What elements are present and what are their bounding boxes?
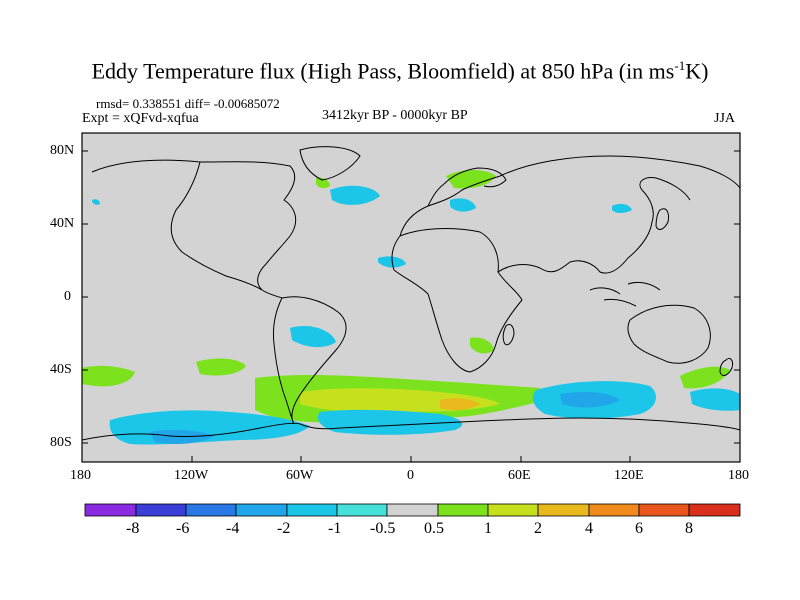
patch-blue-south-indian <box>560 392 620 408</box>
patch-cyan-west <box>92 199 100 205</box>
colorbar-label: -0.5 <box>370 520 396 537</box>
colorbar-label: 0.5 <box>424 520 444 537</box>
colorbar-label: -6 <box>176 520 190 537</box>
patch-green-south-pacific-west <box>82 365 135 387</box>
patch-cyan-tasman <box>690 388 740 411</box>
coast-south-america <box>273 296 347 425</box>
patch-cyan-south-pacific-mid <box>290 325 336 348</box>
lon-tick-60e: 60E <box>508 468 531 483</box>
colorbar-box-2 <box>135 503 187 517</box>
colorbar-label: 2 <box>534 520 542 537</box>
lon-tick-180e: 180 <box>728 468 749 483</box>
colorbar-box-12 <box>638 503 690 517</box>
colorbar-box-11 <box>588 503 640 517</box>
lon-tick-60w: 60W <box>286 468 314 483</box>
coast-australia <box>627 304 711 364</box>
rmsd-diff-label: rmsd= 0.338551 diff= -0.00685072 <box>96 96 280 111</box>
patch-green-south-pacific <box>196 358 246 376</box>
coast-indonesia <box>589 281 661 307</box>
period-label: 3412kyr BP - 0000kyr BP <box>322 108 468 123</box>
map-title-text: Eddy Temperature flux (High Pass, Bloomf… <box>91 58 675 84</box>
patch-cyan-north-atlantic <box>330 185 380 205</box>
colorbar-box-13 <box>688 503 741 517</box>
coast-asia <box>497 155 740 274</box>
colorbar-box-3 <box>185 503 237 517</box>
colorbar-box-8 <box>437 503 489 517</box>
patch-green-scandinavia <box>446 170 496 189</box>
lat-tick-0: 0 <box>64 289 71 304</box>
patch-southern-orange <box>440 398 480 411</box>
colorbar-box-4 <box>235 503 288 517</box>
lon-tick-180w: 180 <box>70 468 91 483</box>
coast-north-america <box>91 159 297 299</box>
map-title-superscript: -1 <box>674 58 686 73</box>
map-area <box>82 133 740 462</box>
colorbar-label: -4 <box>226 520 240 537</box>
coast-europe <box>399 175 501 237</box>
coastlines <box>82 146 740 441</box>
colorbar-label: 4 <box>585 520 593 537</box>
lat-tick-80n: 80N <box>50 143 75 158</box>
colorbar-label: -1 <box>328 520 342 537</box>
patch-green-greenland <box>316 177 330 189</box>
coast-antarctica <box>82 417 740 441</box>
map-title: Eddy Temperature flux (High Pass, Bloomf… <box>0 58 800 84</box>
colorbar-box-9 <box>487 503 539 517</box>
coast-japan <box>655 208 669 230</box>
lat-tick-40s: 40S <box>50 362 72 377</box>
patch-cyan-north-pacific <box>612 203 632 213</box>
colorbar-label: 8 <box>685 520 693 537</box>
lon-tick-120w: 120W <box>174 468 209 483</box>
colorbar-label: -2 <box>277 520 291 537</box>
anomaly-patches <box>82 170 740 445</box>
colorbar-box-7 <box>386 503 439 517</box>
experiment-label: Expt = xQFvd-xqfua <box>82 111 199 126</box>
patch-green-australia-south <box>680 366 730 389</box>
patch-green-south-africa <box>470 337 494 354</box>
coast-greenland <box>299 146 361 181</box>
coast-madagascar <box>502 323 515 346</box>
colorbar <box>84 503 741 517</box>
lon-tick-120e: 120E <box>614 468 644 483</box>
lon-tick-marks <box>81 456 741 462</box>
patch-cyan-south-atlantic <box>317 409 463 435</box>
season-label: JJA <box>714 111 736 126</box>
colorbar-box-10 <box>537 503 590 517</box>
colorbar-box-6 <box>336 503 388 517</box>
colorbar-box-5 <box>286 503 338 517</box>
colorbar-label: 6 <box>635 520 643 537</box>
lon-tick-0: 0 <box>407 468 414 483</box>
lat-tick-80s: 80S <box>50 435 72 450</box>
patch-cyan-europe <box>450 198 476 212</box>
lat-tick-marks <box>82 150 740 444</box>
map-title-suffix: K) <box>685 58 709 84</box>
colorbar-box-1 <box>84 503 137 517</box>
colorbar-label: 1 <box>484 520 492 537</box>
coast-new-zealand <box>719 357 733 376</box>
lat-tick-40n: 40N <box>50 216 75 231</box>
coast-africa <box>391 228 523 373</box>
colorbar-label: -8 <box>126 520 140 537</box>
coast-scandinavia <box>443 167 507 188</box>
